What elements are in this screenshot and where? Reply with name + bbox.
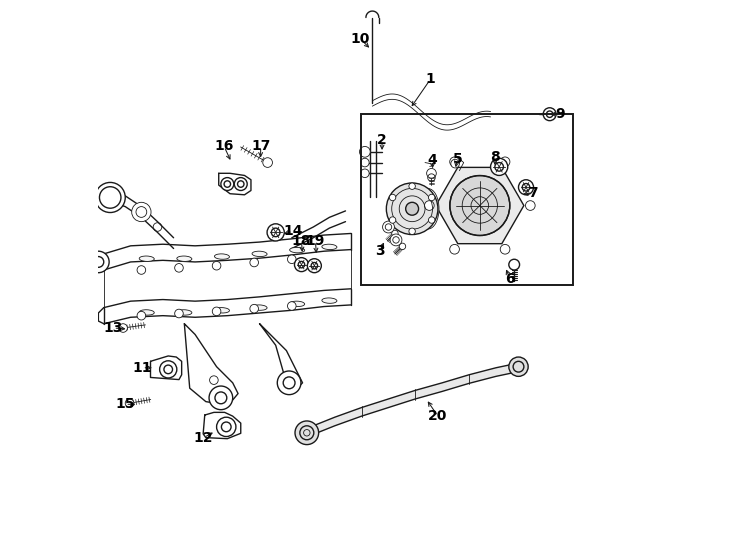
Circle shape bbox=[526, 201, 535, 211]
Circle shape bbox=[308, 259, 321, 273]
Circle shape bbox=[95, 183, 126, 213]
Circle shape bbox=[119, 323, 128, 332]
Text: 3: 3 bbox=[375, 244, 385, 258]
Circle shape bbox=[209, 386, 233, 410]
Circle shape bbox=[250, 258, 258, 267]
Ellipse shape bbox=[177, 256, 192, 261]
Circle shape bbox=[267, 224, 284, 241]
Text: 13: 13 bbox=[103, 321, 123, 335]
Ellipse shape bbox=[322, 298, 337, 303]
Circle shape bbox=[518, 180, 534, 195]
Circle shape bbox=[409, 228, 415, 234]
Circle shape bbox=[389, 217, 396, 223]
Text: 8: 8 bbox=[490, 150, 500, 164]
Circle shape bbox=[212, 307, 221, 316]
Text: 16: 16 bbox=[214, 139, 234, 153]
Circle shape bbox=[212, 261, 221, 270]
Circle shape bbox=[288, 255, 296, 264]
Ellipse shape bbox=[322, 244, 337, 249]
Text: 12: 12 bbox=[194, 430, 214, 444]
Circle shape bbox=[501, 245, 510, 254]
Circle shape bbox=[429, 217, 435, 223]
Circle shape bbox=[263, 158, 272, 167]
Circle shape bbox=[175, 264, 184, 272]
Circle shape bbox=[386, 183, 438, 234]
Ellipse shape bbox=[214, 308, 230, 313]
Ellipse shape bbox=[139, 256, 154, 261]
Ellipse shape bbox=[290, 301, 305, 307]
Ellipse shape bbox=[252, 305, 267, 310]
Polygon shape bbox=[310, 363, 516, 435]
Text: 5: 5 bbox=[452, 152, 462, 166]
Circle shape bbox=[175, 309, 184, 318]
Ellipse shape bbox=[139, 310, 154, 315]
Circle shape bbox=[509, 357, 528, 376]
Circle shape bbox=[490, 158, 508, 176]
Text: 15: 15 bbox=[115, 397, 135, 411]
Text: 4: 4 bbox=[428, 153, 437, 167]
Circle shape bbox=[295, 421, 319, 444]
Circle shape bbox=[277, 371, 301, 395]
Circle shape bbox=[451, 159, 459, 168]
Circle shape bbox=[87, 251, 109, 273]
Text: 10: 10 bbox=[351, 32, 370, 46]
Circle shape bbox=[234, 178, 247, 191]
Circle shape bbox=[429, 194, 435, 201]
Text: 1: 1 bbox=[426, 72, 435, 86]
Circle shape bbox=[221, 178, 233, 191]
Circle shape bbox=[450, 245, 459, 254]
Ellipse shape bbox=[177, 310, 192, 315]
Circle shape bbox=[159, 361, 177, 378]
Ellipse shape bbox=[252, 251, 267, 256]
Circle shape bbox=[137, 266, 145, 274]
Circle shape bbox=[406, 202, 418, 215]
Text: 2: 2 bbox=[377, 133, 387, 147]
Circle shape bbox=[409, 183, 415, 190]
Text: 20: 20 bbox=[428, 409, 448, 423]
Bar bbox=[360, 114, 573, 285]
Circle shape bbox=[424, 201, 434, 211]
Circle shape bbox=[288, 302, 296, 310]
Circle shape bbox=[217, 417, 236, 436]
Circle shape bbox=[450, 157, 459, 167]
Polygon shape bbox=[436, 167, 524, 244]
Circle shape bbox=[382, 221, 394, 233]
Circle shape bbox=[360, 146, 370, 157]
Text: 19: 19 bbox=[306, 234, 325, 248]
Text: 14: 14 bbox=[283, 224, 302, 238]
Circle shape bbox=[360, 169, 369, 178]
Circle shape bbox=[390, 234, 402, 246]
Text: 18: 18 bbox=[291, 234, 311, 248]
Circle shape bbox=[137, 312, 145, 320]
Circle shape bbox=[426, 168, 436, 178]
Ellipse shape bbox=[290, 247, 305, 253]
Circle shape bbox=[250, 305, 258, 313]
Circle shape bbox=[450, 176, 510, 235]
Circle shape bbox=[501, 157, 510, 167]
Text: 7: 7 bbox=[528, 186, 537, 200]
Circle shape bbox=[389, 194, 396, 201]
Circle shape bbox=[294, 258, 308, 272]
Circle shape bbox=[360, 158, 369, 167]
Circle shape bbox=[399, 243, 406, 249]
Text: 17: 17 bbox=[251, 139, 270, 153]
Circle shape bbox=[100, 187, 121, 208]
Circle shape bbox=[543, 108, 556, 120]
Text: 11: 11 bbox=[133, 361, 152, 375]
Circle shape bbox=[126, 399, 134, 408]
Circle shape bbox=[392, 230, 398, 237]
Text: 6: 6 bbox=[505, 272, 515, 286]
Text: 9: 9 bbox=[556, 107, 565, 121]
Circle shape bbox=[131, 202, 151, 221]
Ellipse shape bbox=[418, 188, 439, 229]
Circle shape bbox=[509, 259, 520, 270]
Ellipse shape bbox=[214, 254, 230, 259]
